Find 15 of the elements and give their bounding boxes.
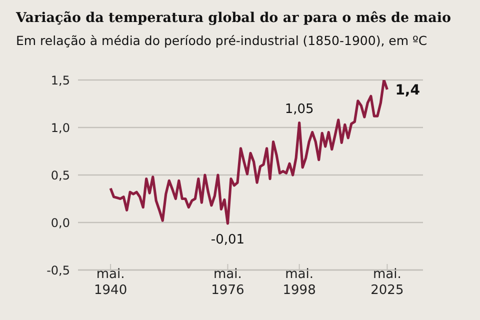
x-tick-label: mai. 1976: [211, 267, 244, 298]
x-tick-label: mai. 1998: [282, 267, 316, 298]
y-tick-label: 1,5: [50, 73, 70, 88]
line-series: [109, 80, 388, 225]
annotation: -0,01: [210, 232, 245, 248]
y-tick-label: 0,0: [50, 216, 70, 230]
x-tick-label: mai. 1940: [94, 267, 128, 298]
y-tick-label: -0,5: [46, 263, 70, 278]
y-tick-label: 0,5: [50, 168, 70, 182]
chart-title: Variação da temperatura global do ar para o mês de maio: [16, 10, 451, 26]
annotation: 1,05: [284, 102, 314, 117]
x-tick-label: mai. 2025: [370, 267, 404, 298]
annotation: 1,4: [395, 82, 420, 98]
chart-subtitle: Em relação à média do período pré-industrial (1850-1900), em ºC: [16, 33, 428, 48]
y-tick-label: 1,0: [50, 120, 70, 135]
